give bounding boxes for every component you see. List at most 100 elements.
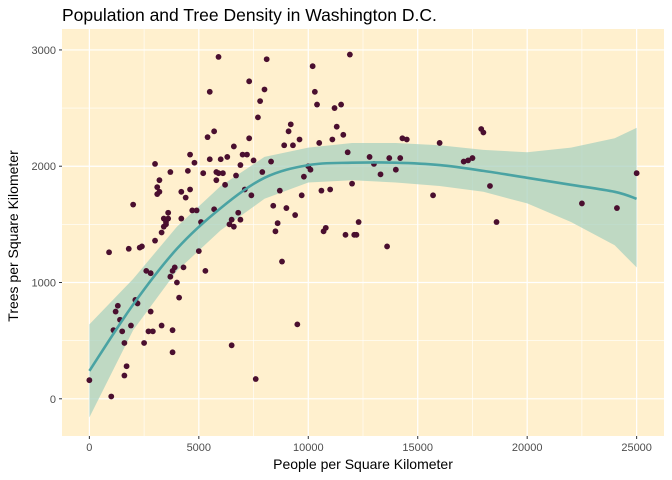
data-point: [121, 340, 128, 346]
data-point: [331, 105, 338, 111]
data-point: [154, 184, 161, 191]
data-point: [180, 264, 187, 271]
data-point: [250, 157, 257, 164]
data-point: [112, 308, 119, 315]
data-point: [156, 188, 163, 195]
data-point: [244, 151, 250, 158]
data-point: [294, 321, 301, 328]
data-points: [86, 51, 640, 400]
x-axis-ticks: 0 5000 10000 15000 20000 25000: [86, 436, 652, 454]
data-point: [130, 201, 137, 208]
data-point: [158, 322, 165, 329]
data-point: [465, 157, 471, 164]
data-point: [268, 158, 274, 165]
data-point: [493, 219, 500, 225]
data-point: [184, 167, 191, 174]
data-point: [114, 302, 121, 309]
smooth-fit-line: [88, 161, 638, 372]
data-point: [281, 142, 288, 149]
data-point: [329, 136, 336, 143]
data-point: [237, 162, 244, 168]
data-point: [178, 188, 185, 195]
data-point: [377, 171, 384, 178]
data-point: [239, 151, 246, 158]
data-point: [283, 205, 290, 211]
data-point: [342, 231, 349, 238]
data-point: [392, 166, 399, 173]
x-axis-title: People per Square Kilometer: [273, 456, 453, 472]
data-point: [86, 377, 93, 384]
data-point: [633, 170, 640, 177]
data-point: [141, 340, 147, 346]
data-point: [217, 156, 224, 163]
data-point: [314, 101, 320, 108]
data-point: [219, 170, 226, 177]
data-point: [436, 140, 443, 146]
confidence-band: [89, 127, 637, 418]
data-point: [279, 258, 285, 265]
data-point: [228, 216, 235, 223]
data-point: [149, 328, 156, 335]
data-point: [147, 270, 154, 277]
data-point: [263, 56, 270, 63]
data-point: [257, 98, 264, 104]
data-point: [614, 205, 620, 211]
data-point: [346, 51, 353, 58]
data-point: [340, 131, 347, 138]
data-point: [349, 180, 355, 187]
data-point: [206, 156, 213, 163]
data-point: [191, 159, 198, 166]
data-point: [106, 249, 112, 256]
data-point: [167, 169, 174, 175]
data-point: [228, 342, 235, 349]
data-point: [235, 209, 242, 216]
data-point: [158, 229, 165, 236]
data-point: [143, 267, 150, 274]
data-point: [125, 245, 132, 252]
data-point: [316, 140, 323, 146]
data-point: [480, 129, 487, 136]
data-point: [318, 187, 325, 194]
minor-gridlines: [62, 29, 664, 436]
data-point: [292, 212, 299, 218]
data-point: [165, 215, 172, 222]
data-point: [298, 192, 305, 199]
data-point: [123, 363, 130, 370]
data-point: [200, 170, 207, 177]
data-point: [215, 170, 222, 177]
data-point: [399, 135, 406, 142]
data-point: [276, 187, 283, 194]
y-tick-label: 3000: [32, 45, 56, 57]
x-tick-label: 0: [86, 442, 92, 454]
data-point: [296, 136, 303, 143]
data-point: [174, 279, 180, 286]
data-point: [193, 207, 200, 214]
data-point: [344, 149, 351, 156]
data-point: [246, 78, 253, 85]
x-tick-label: 20000: [512, 442, 543, 454]
data-point: [230, 143, 237, 150]
data-point: [255, 114, 261, 121]
data-point: [169, 327, 176, 334]
data-point: [230, 223, 237, 230]
data-point: [195, 248, 202, 255]
data-point: [469, 155, 476, 161]
data-point: [182, 194, 189, 201]
data-point: [119, 328, 126, 335]
data-point: [307, 166, 314, 173]
data-point: [322, 224, 329, 231]
data-point: [206, 88, 213, 95]
data-point: [204, 134, 211, 141]
data-point: [333, 123, 340, 130]
data-point: [579, 200, 585, 207]
data-point: [176, 294, 183, 301]
y-tick-label: 2000: [32, 161, 56, 173]
data-point: [147, 308, 154, 315]
data-point: [285, 128, 292, 135]
data-point: [152, 237, 158, 244]
data-point: [233, 172, 239, 179]
data-point: [386, 155, 393, 161]
data-point: [171, 264, 178, 271]
data-point: [403, 136, 410, 143]
data-point: [152, 160, 158, 167]
